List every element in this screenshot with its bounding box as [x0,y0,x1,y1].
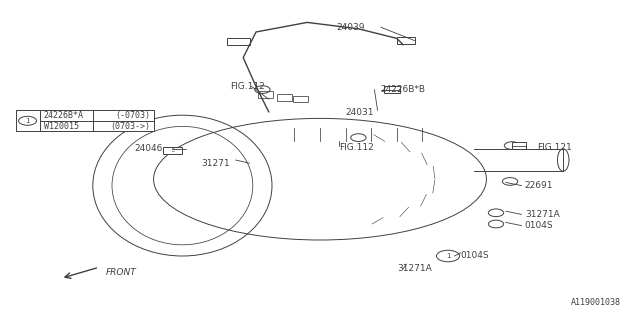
Text: 24226B*B: 24226B*B [381,85,426,94]
Text: 0104S: 0104S [461,252,490,260]
FancyBboxPatch shape [512,142,526,149]
Text: FRONT: FRONT [106,268,136,277]
Circle shape [488,209,504,217]
Circle shape [351,134,366,141]
Bar [16,110,154,131]
Text: (0703->): (0703->) [110,122,150,131]
Text: 24046: 24046 [135,144,163,153]
Text: 0104S: 0104S [525,221,554,230]
Text: 31271A: 31271A [397,264,431,273]
Text: 31271: 31271 [202,159,230,168]
FancyBboxPatch shape [397,37,415,44]
Text: 24039: 24039 [336,23,365,32]
FancyBboxPatch shape [227,38,250,45]
Text: FIG.112: FIG.112 [230,82,265,91]
Circle shape [488,220,504,228]
Text: 1: 1 [445,253,451,259]
Circle shape [19,116,36,125]
Circle shape [502,178,518,185]
Text: 1: 1 [25,118,30,124]
Text: W120015: W120015 [44,122,79,131]
Circle shape [436,250,460,262]
Circle shape [440,252,456,260]
FancyBboxPatch shape [384,86,400,93]
Text: ⬛: ⬛ [172,148,174,152]
Text: 22691: 22691 [525,181,554,190]
Text: 31271A: 31271A [525,210,559,219]
FancyBboxPatch shape [163,147,182,154]
Text: A119001038: A119001038 [571,298,621,307]
Ellipse shape [557,149,569,171]
Text: FIG.112: FIG.112 [339,143,374,152]
Circle shape [255,86,270,93]
Text: (-0703): (-0703) [115,111,150,120]
Text: FIG.121: FIG.121 [538,143,572,152]
Circle shape [504,142,520,149]
Text: 24031: 24031 [346,108,374,116]
Text: 24226B*A: 24226B*A [44,111,84,120]
